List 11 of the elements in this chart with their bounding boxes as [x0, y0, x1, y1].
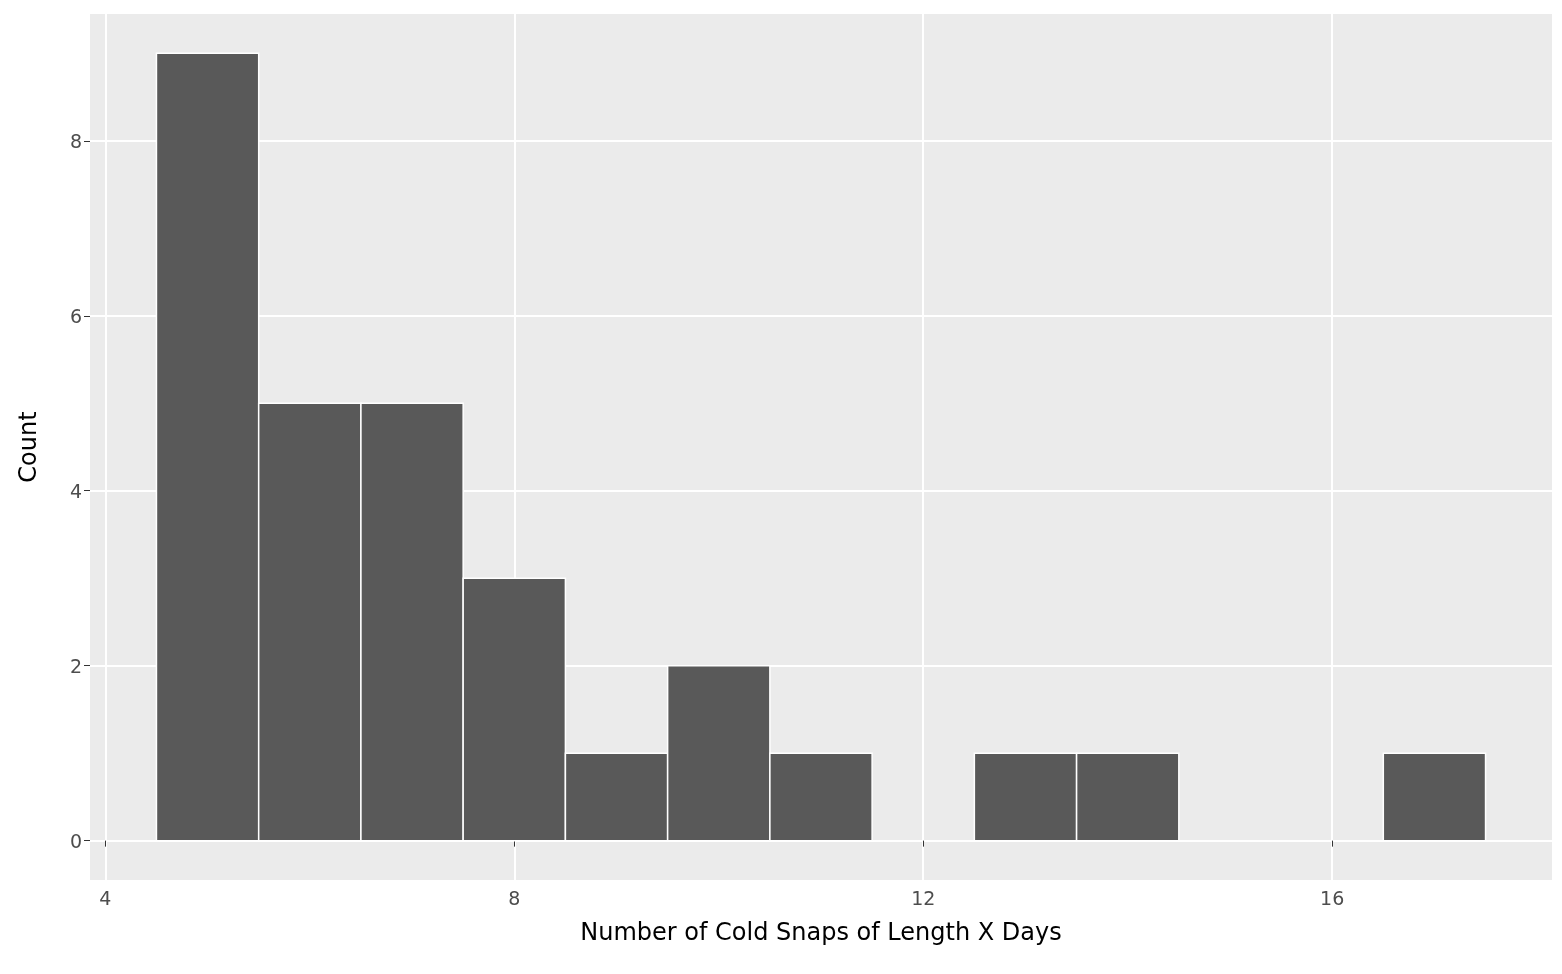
- x-axis-title: Number of Cold Snaps of Length X Days: [580, 918, 1062, 946]
- x-tick-label: 8: [508, 886, 521, 909]
- y-tick-label: 2: [69, 654, 82, 677]
- y-axis-title: Count: [14, 411, 42, 483]
- y-tick-label: 6: [69, 304, 82, 327]
- x-tick-label: 12: [911, 886, 936, 909]
- y-tick-label: 4: [69, 479, 82, 502]
- y-tick-label: 0: [69, 829, 82, 852]
- y-tick-label: 8: [69, 129, 82, 152]
- x-tick-label: 4: [99, 886, 112, 909]
- x-tick-label: 16: [1320, 886, 1345, 909]
